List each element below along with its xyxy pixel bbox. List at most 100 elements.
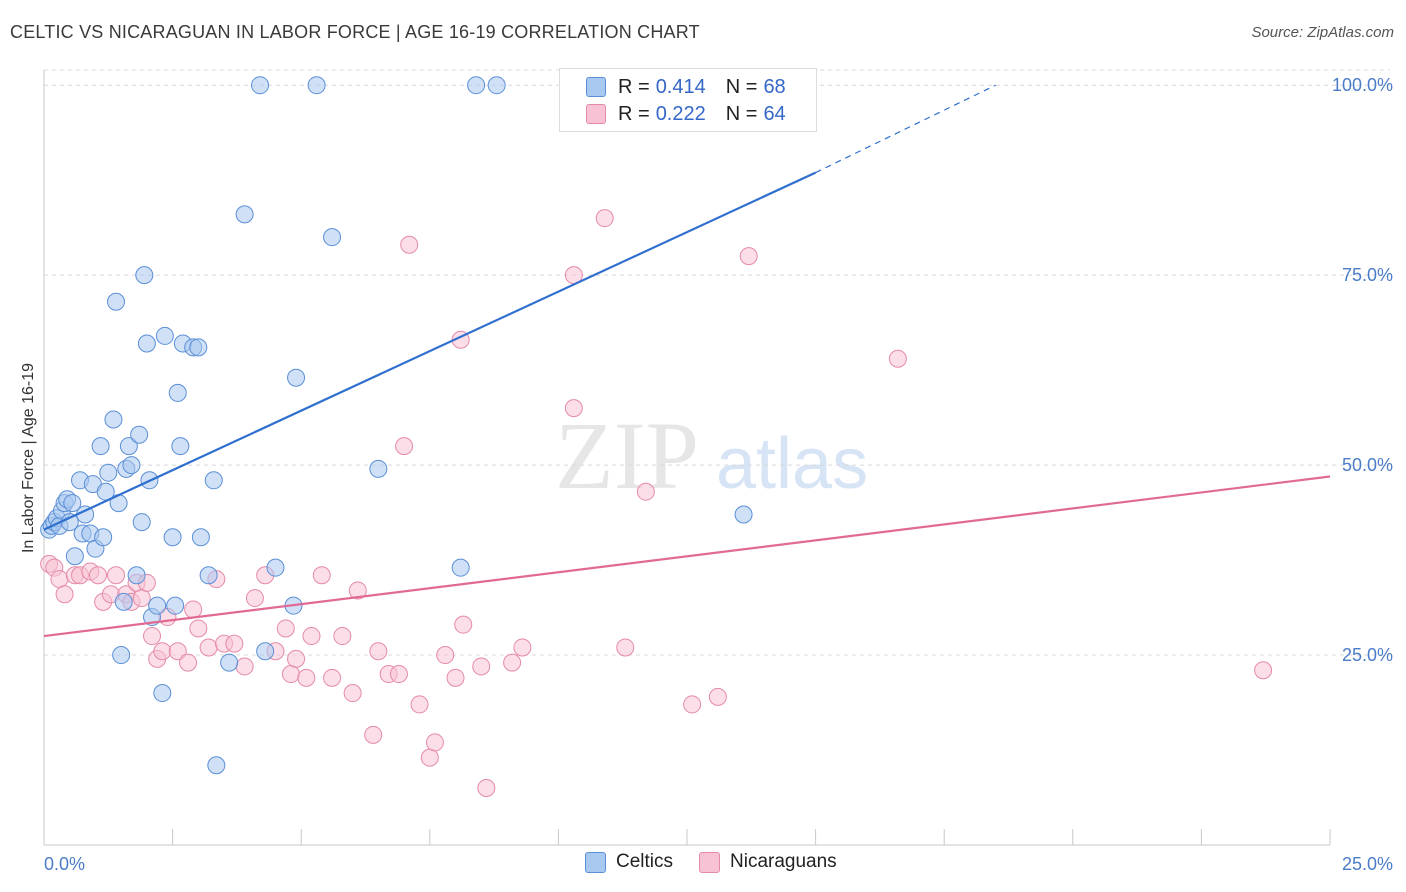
nicaraguans-point <box>410 695 429 714</box>
celtics-point <box>199 566 218 585</box>
nicaraguans-point <box>1254 661 1273 680</box>
nicaraguans-point <box>420 748 439 767</box>
celtics-points <box>40 76 753 775</box>
nicaraguans-point <box>323 668 342 687</box>
nicaraguans-point <box>425 733 444 752</box>
celtics-point <box>168 383 187 402</box>
celtics-point <box>137 334 156 353</box>
nicaraguans-point <box>245 589 264 608</box>
celtics-r-label: R = <box>618 75 650 98</box>
nicaraguans-point <box>513 638 532 657</box>
nicaraguans-point <box>312 566 331 585</box>
nicaraguans-point <box>888 349 907 368</box>
nicaraguans-point <box>302 627 321 646</box>
celtics-point <box>112 646 131 665</box>
nicaraguans-points <box>40 209 1273 798</box>
nicaraguans-point <box>179 653 198 672</box>
celtics-n-value: 68 <box>763 75 786 98</box>
y-tick-label: 75.0% <box>1342 265 1393 285</box>
celtics-point <box>130 425 149 444</box>
nicaraguans-swatch <box>586 104 606 124</box>
x-tick-label: 25.0% <box>1342 854 1393 874</box>
tick-labels: 25.0% 50.0% 75.0% 100.0% 0.0% 25.0% <box>44 75 1393 874</box>
nicaraguans-point <box>225 634 244 653</box>
celtics-point <box>204 471 223 490</box>
nicaraguans-point <box>739 247 758 266</box>
celtics-point <box>235 205 254 224</box>
nicaraguans-point <box>454 615 473 634</box>
nicaraguans-point <box>297 668 316 687</box>
nicaraguans-point <box>168 642 187 661</box>
legend-row-celtics: R = 0.414 N = 68 <box>586 76 786 98</box>
celtics-point <box>266 558 285 577</box>
celtics-point <box>307 76 326 95</box>
celtics-trend-extension <box>815 84 996 174</box>
nicaraguans-point <box>189 619 208 638</box>
watermark-zip: ZIP <box>555 402 699 509</box>
celtics-point <box>119 437 138 456</box>
celtics-point <box>63 494 82 513</box>
celtics-point <box>487 76 506 95</box>
celtics-point <box>166 596 185 615</box>
nicaraguans-point <box>436 646 455 665</box>
celtics-point <box>171 437 190 456</box>
nicaraguans-point <box>348 581 367 600</box>
nicaraguans-legend-swatch <box>699 851 721 873</box>
nicaraguans-point <box>503 653 522 672</box>
legend-item-nicaraguans: Nicaraguans <box>699 851 837 873</box>
celtics-point <box>91 437 110 456</box>
celtics-point <box>114 592 133 611</box>
celtics-point <box>189 338 208 357</box>
y-tick-label: 100.0% <box>1332 75 1393 95</box>
celtics-legend-swatch <box>585 851 606 873</box>
celtics-point <box>155 326 174 345</box>
celtics-trend-line <box>43 171 817 531</box>
nicaraguans-n-value: 64 <box>763 102 786 125</box>
celtics-point <box>127 566 146 585</box>
celtics-point <box>467 76 486 95</box>
nicaraguans-point <box>477 779 496 798</box>
celtics-point <box>734 505 753 524</box>
celtics-point <box>104 410 123 429</box>
chart-title: CELTIC VS NICARAGUAN IN LABOR FORCE | AG… <box>10 22 700 42</box>
celtics-point <box>191 528 210 547</box>
nicaraguans-point <box>595 209 614 228</box>
celtics-point <box>132 513 151 532</box>
nicaraguans-point <box>616 638 635 657</box>
nicaraguans-point <box>364 725 383 744</box>
nicaraguans-point <box>287 649 306 668</box>
nicaraguans-point <box>132 589 151 608</box>
nicaraguans-trend-line <box>43 475 1331 638</box>
legend-item-celtics: Celtics <box>585 851 673 873</box>
nicaraguans-point <box>708 687 727 706</box>
nicaraguans-point <box>446 668 465 687</box>
nicaraguans-point <box>400 235 419 254</box>
series-legend: Celtics Nicaraguans <box>585 851 863 873</box>
nicaraguans-point <box>50 570 69 589</box>
celtics-swatch <box>586 77 606 97</box>
nicaraguans-point <box>55 585 74 604</box>
celtics-point <box>107 292 126 311</box>
x-tick-label: 0.0% <box>44 854 85 874</box>
celtics-point <box>287 368 306 387</box>
celtics-n-label: N = <box>725 75 758 98</box>
legend-row-nicaraguans: R = 0.222 N = 64 <box>586 103 786 125</box>
celtics-point <box>135 266 154 285</box>
celtics-point <box>148 596 167 615</box>
nicaraguans-point <box>683 695 702 714</box>
nicaraguans-legend-label: Nicaraguans <box>730 851 837 872</box>
watermark-atlas: atlas <box>716 424 868 504</box>
celtics-point <box>323 228 342 247</box>
celtics-point <box>207 756 226 775</box>
y-tick-label: 25.0% <box>1342 645 1393 665</box>
source-label: Source: ZipAtlas.com <box>1251 24 1394 41</box>
celtics-point <box>251 76 270 95</box>
celtics-point <box>256 642 275 661</box>
nicaraguans-point <box>564 399 583 418</box>
celtics-point <box>65 547 84 566</box>
nicaraguans-r-value: 0.222 <box>655 102 706 125</box>
nicaraguans-point <box>343 684 362 703</box>
celtics-point <box>451 558 470 577</box>
nicaraguans-point <box>389 665 408 684</box>
